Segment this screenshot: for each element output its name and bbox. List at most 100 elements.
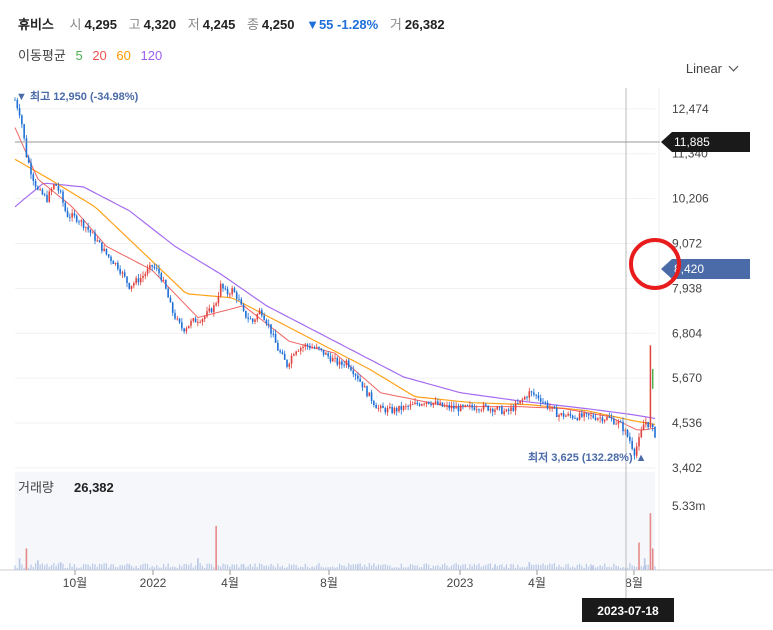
- candle-body: [608, 417, 611, 418]
- ma-5[interactable]: 5: [75, 48, 83, 63]
- volume-bar: [188, 565, 190, 570]
- volume-bar: [540, 565, 542, 570]
- volume-bar: [594, 567, 597, 570]
- volume-bar: [263, 565, 265, 570]
- candle-body: [162, 280, 165, 281]
- scale-dropdown[interactable]: Linear: [686, 61, 739, 76]
- volume-bar: [135, 565, 137, 570]
- candle-body: [265, 319, 268, 324]
- candle-body: [135, 278, 137, 284]
- candle-body: [354, 374, 357, 376]
- candle-body: [359, 378, 361, 382]
- volume-bar: [583, 567, 585, 570]
- volume-bar: [556, 567, 558, 570]
- candle-body: [46, 194, 48, 202]
- volume-bar: [169, 567, 172, 570]
- volume-bar: [496, 566, 498, 570]
- volume-bar: [14, 565, 16, 570]
- volume-bar: [206, 563, 208, 570]
- candle-body: [318, 346, 320, 349]
- volume-bar: [631, 565, 633, 570]
- volume-bar: [80, 567, 82, 570]
- volume-bar: [597, 566, 599, 570]
- candle-body: [389, 406, 391, 409]
- candle-body: [50, 189, 53, 192]
- volume-bar: [517, 564, 519, 570]
- volume-bar: [542, 563, 544, 570]
- candle-body: [322, 349, 325, 355]
- volume-bar: [133, 567, 135, 570]
- candle-body: [574, 418, 576, 419]
- candle-body: [606, 417, 608, 420]
- volume-bar: [16, 567, 18, 570]
- volume-bar: [73, 564, 76, 570]
- volume-bar: [375, 566, 377, 570]
- price-tag-crosshair-value: 11,885: [674, 135, 710, 149]
- volume-bar: [302, 567, 304, 570]
- candle-body: [617, 421, 620, 424]
- volume-bar: [210, 564, 213, 570]
- volume-bar: [592, 565, 594, 570]
- x-tick-label: 2023: [447, 576, 474, 590]
- volume-bar: [137, 567, 140, 570]
- candle-body: [144, 273, 147, 276]
- volume-bar: [98, 563, 101, 570]
- candle-body: [158, 268, 160, 274]
- candle-body: [73, 213, 76, 216]
- candle-body: [418, 404, 421, 406]
- candle-body: [126, 276, 128, 283]
- ma-60[interactable]: 60: [116, 48, 131, 63]
- volume-bar: [112, 564, 114, 570]
- y-axis-ticks: 12,47411,34010,2069,0727,9386,8045,6704,…: [672, 102, 709, 475]
- volume-bar: [437, 565, 439, 570]
- candle-body: [25, 138, 28, 158]
- volume-bar: [512, 564, 514, 570]
- candle-body: [555, 408, 558, 418]
- volume-bar: [624, 567, 626, 570]
- volume-bar: [286, 567, 288, 570]
- candle-body: [615, 423, 617, 425]
- volume-value: 26,382: [404, 17, 445, 32]
- ma-120[interactable]: 120: [140, 48, 163, 63]
- candle-body: [553, 406, 556, 409]
- candle-body: [304, 344, 307, 347]
- candle-body: [219, 283, 222, 297]
- volume-bar: [233, 564, 236, 570]
- volume-bar: [281, 565, 284, 570]
- candle-body: [105, 248, 108, 255]
- candle-body: [494, 409, 496, 412]
- candle-body: [405, 405, 407, 407]
- volume-bar: [373, 563, 375, 570]
- volume-bar: [185, 563, 188, 570]
- candle-body: [110, 256, 112, 261]
- candle-body: [551, 406, 553, 408]
- volume-bar: [377, 564, 380, 570]
- candle-body: [107, 254, 110, 257]
- volume-bar: [585, 563, 588, 570]
- candle-body: [603, 419, 606, 422]
- volume-bar: [309, 567, 311, 570]
- volume-bar: [226, 564, 229, 570]
- candle-body: [395, 407, 398, 412]
- volume-bar: [535, 564, 537, 570]
- volume-bar: [62, 563, 64, 570]
- candle-body: [503, 411, 505, 415]
- candle-body: [245, 310, 247, 318]
- volume-bar: [588, 566, 590, 570]
- volume-bar: [448, 567, 450, 570]
- volume-bar: [124, 565, 126, 570]
- date-tag: 2023-07-18: [597, 604, 659, 618]
- ma-20[interactable]: 20: [92, 48, 107, 63]
- volume-bar: [142, 563, 144, 570]
- volume-bar: [338, 563, 341, 570]
- candle-body: [206, 311, 208, 317]
- volume-bar: [245, 567, 247, 570]
- candle-body: [398, 405, 400, 412]
- volume-bar: [469, 564, 471, 570]
- volume-bar: [462, 564, 464, 570]
- candle-body: [258, 310, 261, 315]
- volume-bar: [450, 565, 453, 570]
- candle-body: [341, 361, 343, 365]
- volume-bar: [87, 564, 89, 570]
